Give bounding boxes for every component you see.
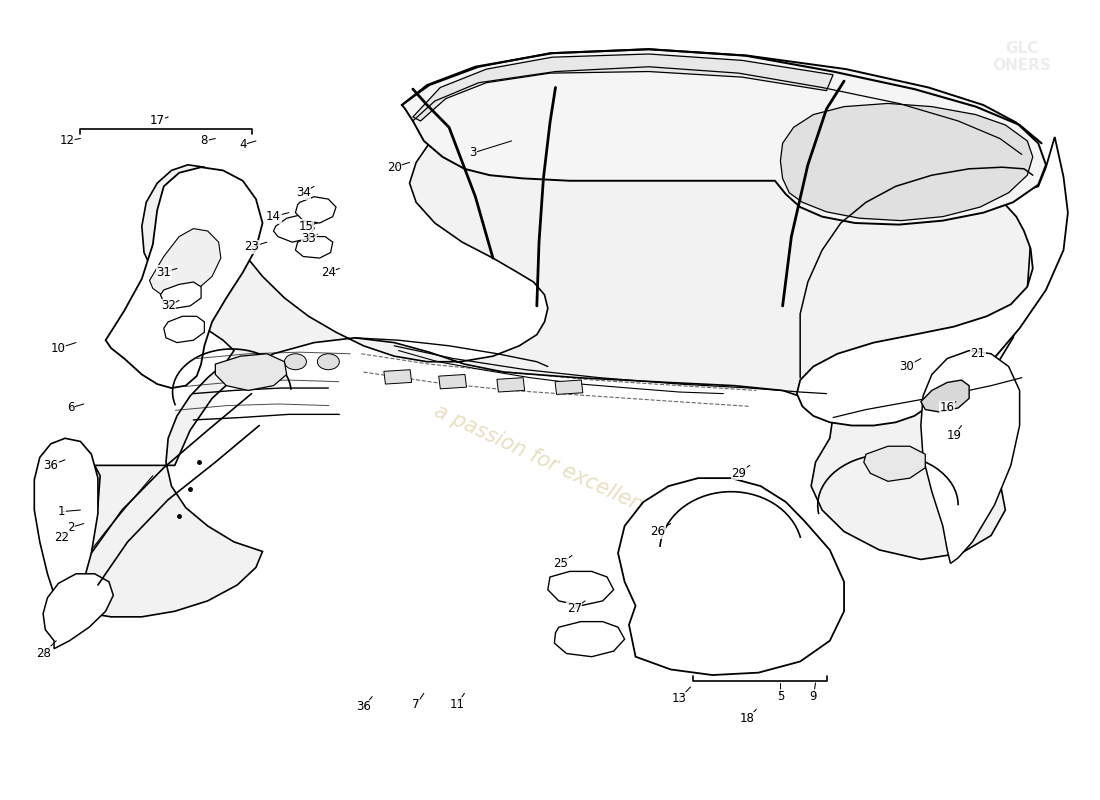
- Polygon shape: [161, 282, 201, 308]
- Polygon shape: [296, 237, 332, 258]
- Text: 19: 19: [946, 430, 961, 442]
- Polygon shape: [106, 167, 263, 388]
- Text: 15: 15: [299, 220, 314, 233]
- Circle shape: [318, 354, 339, 370]
- Text: GLC
ONERS: GLC ONERS: [992, 41, 1052, 74]
- Text: 29: 29: [732, 467, 746, 480]
- Bar: [384, 370, 411, 384]
- Polygon shape: [274, 215, 315, 242]
- Bar: [497, 378, 525, 392]
- Polygon shape: [296, 197, 336, 223]
- Text: 24: 24: [321, 266, 336, 279]
- Circle shape: [252, 354, 274, 370]
- Circle shape: [285, 354, 307, 370]
- Polygon shape: [43, 574, 113, 649]
- Text: 14: 14: [266, 210, 280, 223]
- Polygon shape: [402, 50, 1046, 225]
- Text: 18: 18: [740, 712, 755, 726]
- Text: 7: 7: [412, 698, 420, 711]
- Text: 8: 8: [200, 134, 208, 147]
- Bar: [439, 374, 466, 389]
- Text: 36: 36: [356, 701, 371, 714]
- Text: 10: 10: [51, 342, 66, 354]
- Text: 28: 28: [35, 647, 51, 660]
- Text: 25: 25: [553, 557, 569, 570]
- Bar: [556, 380, 583, 394]
- Polygon shape: [780, 103, 1033, 221]
- Text: 11: 11: [449, 698, 464, 711]
- Text: 12: 12: [59, 134, 75, 147]
- Text: 17: 17: [150, 114, 165, 127]
- Text: 33: 33: [301, 233, 316, 246]
- Polygon shape: [864, 446, 925, 482]
- Polygon shape: [216, 354, 287, 390]
- Text: 36: 36: [43, 459, 58, 472]
- Text: a passion for excellence: a passion for excellence: [431, 402, 669, 526]
- Polygon shape: [618, 478, 844, 675]
- Text: 27: 27: [566, 602, 582, 615]
- Polygon shape: [80, 82, 1031, 617]
- Text: 18: 18: [740, 712, 755, 726]
- Polygon shape: [34, 438, 98, 619]
- Text: 6: 6: [67, 402, 75, 414]
- Polygon shape: [548, 571, 614, 606]
- Text: 17: 17: [150, 114, 165, 127]
- Text: 23: 23: [244, 241, 258, 254]
- Text: 4: 4: [239, 138, 246, 151]
- Text: 20: 20: [387, 161, 402, 174]
- Polygon shape: [796, 137, 1068, 426]
- Text: 21: 21: [970, 347, 986, 360]
- Text: 26: 26: [650, 525, 666, 538]
- Text: 22: 22: [54, 530, 69, 544]
- Text: 34: 34: [296, 186, 310, 199]
- Polygon shape: [150, 229, 221, 298]
- Text: 30: 30: [899, 360, 914, 373]
- Text: 9: 9: [810, 690, 817, 703]
- Text: 5: 5: [777, 690, 784, 703]
- Text: 2: 2: [67, 521, 75, 534]
- Text: 16: 16: [939, 402, 955, 414]
- Text: 1: 1: [58, 505, 66, 518]
- Polygon shape: [554, 622, 625, 657]
- Text: 31: 31: [156, 266, 172, 279]
- Text: 32: 32: [161, 299, 176, 313]
- Polygon shape: [164, 316, 205, 342]
- Text: 3: 3: [470, 146, 477, 159]
- Polygon shape: [412, 54, 833, 121]
- Text: 13: 13: [672, 693, 686, 706]
- Polygon shape: [921, 380, 969, 412]
- Polygon shape: [921, 350, 1020, 563]
